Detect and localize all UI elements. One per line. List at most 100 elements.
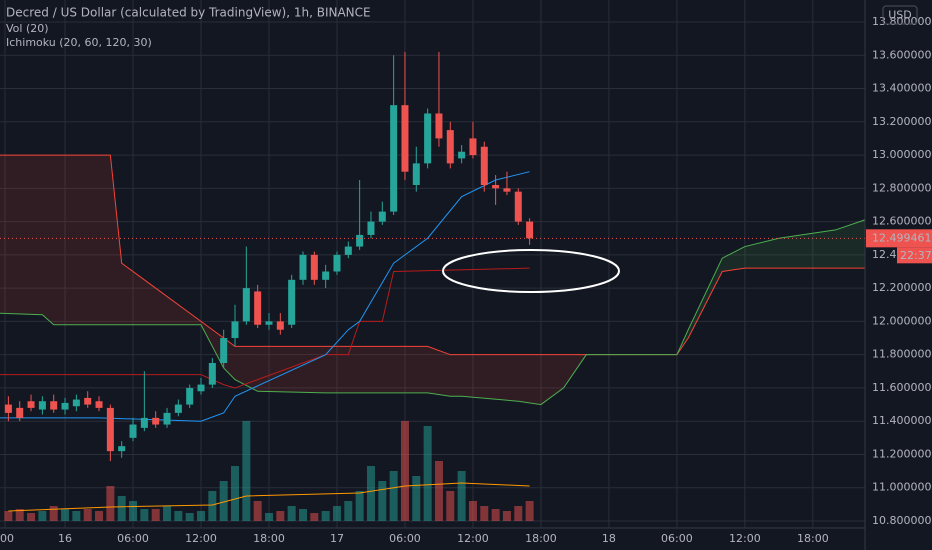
candle-body xyxy=(118,446,126,452)
candle-body xyxy=(310,254,318,280)
x-tick-label: 06:00 xyxy=(389,532,421,545)
volume-bar xyxy=(72,511,81,521)
y-tick-label: 13.000000 xyxy=(872,148,932,161)
volume-bar xyxy=(174,511,183,521)
x-tick-label: 18:00 xyxy=(253,532,285,545)
volume-bar xyxy=(389,471,398,521)
candle-body xyxy=(480,146,488,186)
x-tick-label: 18:00 xyxy=(525,532,557,545)
y-tick-label: 12.000000 xyxy=(872,314,932,327)
volume-bar xyxy=(27,513,36,521)
volume-bar xyxy=(400,421,409,521)
y-tick-label: 13.400000 xyxy=(872,82,932,95)
y-tick-label: 11.600000 xyxy=(872,381,932,394)
candle-body xyxy=(435,113,443,139)
volume-ma xyxy=(8,482,530,512)
last-price-label: 12.499461 xyxy=(872,231,932,244)
candle-body xyxy=(186,387,194,405)
candle-body xyxy=(526,221,534,239)
volume-bar xyxy=(231,466,240,521)
candle-body xyxy=(254,291,262,325)
hand-drawn-circle xyxy=(442,249,620,293)
candle-body xyxy=(163,412,171,425)
candle-body xyxy=(61,402,69,410)
volume-bar xyxy=(480,506,489,521)
y-tick-label: 10.800000 xyxy=(872,514,932,527)
candle-body xyxy=(4,404,12,413)
volume-bar xyxy=(219,481,228,521)
candle-body xyxy=(242,288,250,322)
candle-body xyxy=(322,271,330,280)
y-tick-label: 13.600000 xyxy=(872,48,932,61)
conversion-line xyxy=(0,171,530,422)
cloud xyxy=(450,354,462,397)
candle-body xyxy=(72,399,80,407)
indicator-label: Vol (20) xyxy=(6,22,49,35)
volume-bar xyxy=(83,509,92,521)
volume-bar xyxy=(106,486,115,521)
volume-bar xyxy=(253,501,262,521)
currency: USD xyxy=(888,9,912,22)
candle-body xyxy=(390,105,398,212)
volume-bar xyxy=(264,513,273,521)
volume-bar xyxy=(514,506,523,521)
candle-body xyxy=(208,362,216,385)
volume-bar xyxy=(366,466,375,521)
cloud xyxy=(540,354,564,405)
x-tick-label: 06:00 xyxy=(117,532,149,545)
volume-bar xyxy=(61,509,70,521)
cloud xyxy=(518,354,541,405)
cloud xyxy=(110,155,122,325)
volume-bar xyxy=(208,491,217,521)
volume-bar xyxy=(446,491,455,521)
y-tick-label: 11.800000 xyxy=(872,348,932,361)
cloud xyxy=(427,346,451,397)
cloud xyxy=(744,238,779,269)
volume-bar xyxy=(151,509,160,521)
candle-body xyxy=(492,185,500,189)
x-tick-label: 18:00 xyxy=(797,532,829,545)
candle-body xyxy=(367,221,375,235)
volume-bar xyxy=(4,511,13,521)
volume-bar xyxy=(15,509,24,521)
cloud xyxy=(42,155,54,325)
candle-body xyxy=(333,254,341,272)
volume-bar xyxy=(310,513,319,521)
volume-bar xyxy=(298,509,307,521)
axes: 10.800000 11.000000 11.200000 11.400000 11.6… xyxy=(0,15,932,545)
y-tick-label: 12.800000 xyxy=(872,181,932,194)
volume-bar xyxy=(355,491,364,521)
candle-body xyxy=(197,384,205,392)
candle-body xyxy=(356,234,364,247)
x-tick-label: 06:00 xyxy=(661,532,693,545)
candle-body xyxy=(50,401,58,410)
span-a xyxy=(0,219,865,406)
volume-bar xyxy=(117,496,126,521)
candle-body xyxy=(84,397,92,405)
candle-body xyxy=(412,163,420,186)
cloud xyxy=(325,346,349,393)
cloud xyxy=(778,229,836,269)
volume-bar xyxy=(525,501,534,521)
volume-bar xyxy=(423,426,432,521)
x-tick-label: 12:00 xyxy=(185,532,217,545)
cloud xyxy=(257,346,326,393)
candle-body xyxy=(503,188,511,192)
cloud xyxy=(359,346,428,393)
plot-area xyxy=(0,51,865,521)
candle-body xyxy=(152,417,160,425)
candle-body xyxy=(299,254,307,280)
indicator-label: Ichimoku (20, 60, 120, 30) xyxy=(6,36,152,49)
candle-body xyxy=(514,191,522,222)
y-tick-label: 12.600000 xyxy=(872,215,932,228)
candle-body xyxy=(16,407,24,418)
volume-bar xyxy=(321,511,330,521)
span-b xyxy=(0,154,865,356)
cloud xyxy=(722,246,745,272)
y-tick-label: 11.200000 xyxy=(872,447,932,460)
volume-bar xyxy=(185,513,194,521)
volume-bar xyxy=(242,421,251,521)
x-tick-label: 12:00 xyxy=(729,532,761,545)
chart-title: Decred / US Dollar (calculated by Tradin… xyxy=(6,6,371,20)
cloud xyxy=(461,354,519,402)
